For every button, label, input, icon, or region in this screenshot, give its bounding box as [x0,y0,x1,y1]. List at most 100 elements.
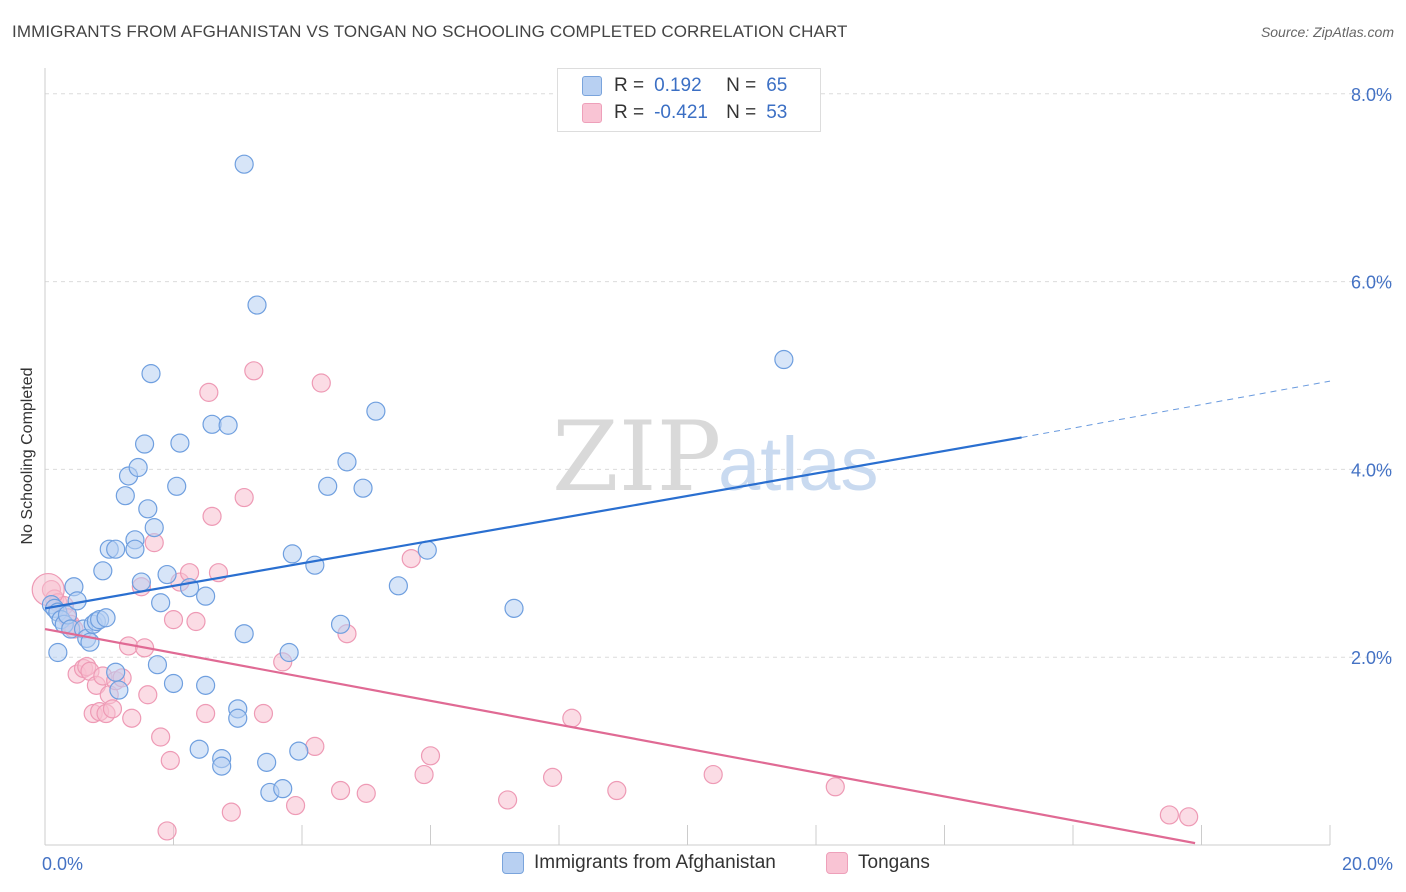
tongans-point [234,487,254,508]
tongans-point [420,746,441,766]
legend-n-value: 65 [766,75,788,96]
tongans-point [122,708,142,728]
afghanistan-point [774,349,794,370]
afghanistan-point [106,662,126,682]
afghanistan-point [282,544,302,564]
legend-r-label: R = [614,102,645,123]
tongans-point [1159,805,1179,825]
legend-r-label: R = [614,75,645,96]
afghanistan-point [366,401,386,421]
tongans-point [160,750,180,771]
afghanistan-point [157,564,177,585]
afghanistan-point [318,476,338,496]
afghanistan-point [212,756,232,776]
legend-swatch-afghanistan [582,76,602,96]
tongans-point [562,708,582,728]
afghanistan-point [202,414,222,434]
afghanistan-point [330,614,351,634]
afghanistan-point [417,540,437,560]
afghanistan-point [170,433,190,453]
afghanistan-point [106,539,126,559]
afghanistan-trend-extension [1021,380,1331,438]
legend-label-tongans: Tongans [858,852,930,873]
y-tick-label: 2.0% [1351,648,1392,668]
trend-lines [44,380,1331,845]
legend-swatch-afghanistan [502,852,524,874]
afghanistan-point [504,598,524,618]
afghanistan-point [273,779,293,799]
afghanistan-point [196,675,216,695]
afghanistan-point [125,539,145,559]
afghanistan-point [228,708,248,728]
legend-n-label: N = [726,102,757,123]
tongans-point [138,685,158,705]
tongans-point [330,780,351,801]
tongans-point [401,548,421,569]
tongans-point [253,703,274,724]
afghanistan-point [247,295,267,315]
afghanistan-point [353,478,373,498]
afghanistan-point [337,452,357,472]
afghanistan-point [96,608,116,628]
afghanistan-point [163,673,184,694]
afghanistan-point [144,518,164,538]
y-tick-label: 8.0% [1351,85,1392,105]
legend-r-value: -0.421 [654,102,708,123]
afghanistan-point [257,752,277,772]
tongans-point [1179,807,1199,827]
tongans-point [285,795,306,816]
x-tick-label: 20.0% [1342,854,1393,874]
tongans-point [542,767,563,787]
legend-row-tongans: R = -0.421 N = 53 [582,100,787,126]
afghanistan-point [134,434,155,454]
tongans-point [311,373,331,393]
legend-item-afghanistan: Immigrants from Afghanistan [502,852,776,874]
afghanistan-point [234,154,254,174]
y-tick-label: 6.0% [1351,273,1392,293]
afghanistan-trend-line [44,436,1022,610]
x-tick-label: 0.0% [42,854,83,874]
legend-item-tongans: Tongans [826,852,930,874]
tongans-point [356,783,376,803]
legend-n-label: N = [726,75,757,96]
legend-swatch-tongans [582,103,602,123]
afghanistan-point [115,486,135,506]
afghanistan-point [48,642,68,663]
afghanistan-point [147,655,168,675]
afghanistan-point [189,739,209,759]
afghanistan-point [109,680,129,700]
afghanistan-point [218,415,238,435]
legend-label-afghanistan: Immigrants from Afghanistan [534,852,776,873]
tongans-point [186,611,206,632]
legend-n-value: 53 [766,102,788,123]
afghanistan-point [151,593,171,613]
afghanistan-point [138,499,158,519]
tongans-point [498,790,518,810]
tongans-point [703,764,723,785]
watermark: ZIP atlas [552,401,879,513]
tongans-point [825,777,845,797]
legend-r-value: 0.192 [654,75,702,96]
afghanistan-point [131,572,151,592]
tongans-point [202,506,222,526]
tongans-point [151,727,171,747]
afghanistan-point [234,624,254,644]
afghanistan-point [196,586,216,606]
tick-labels: 2.0% 4.0% 6.0% 8.0% 0.0% 20.0% [42,85,1393,874]
tongans-point [163,610,184,630]
correlation-legend: R = 0.192 N = 65 R = -0.421 N = 53 [557,68,821,132]
afghanistan-point [289,741,309,761]
afghanistan-point [305,555,325,575]
afghanistan-point [141,364,161,384]
tongans-point [196,703,216,724]
grid-lines [45,93,1392,658]
tongans-point [157,821,177,841]
tongans-point [305,736,325,757]
afghanistan-point [279,642,299,663]
tongans-point [244,361,264,381]
tongans-point [199,382,219,402]
series-legend: Immigrants from Afghanistan Tongans [0,852,1406,878]
tongans-point [414,764,434,785]
tongans-trend-line [44,627,1196,845]
